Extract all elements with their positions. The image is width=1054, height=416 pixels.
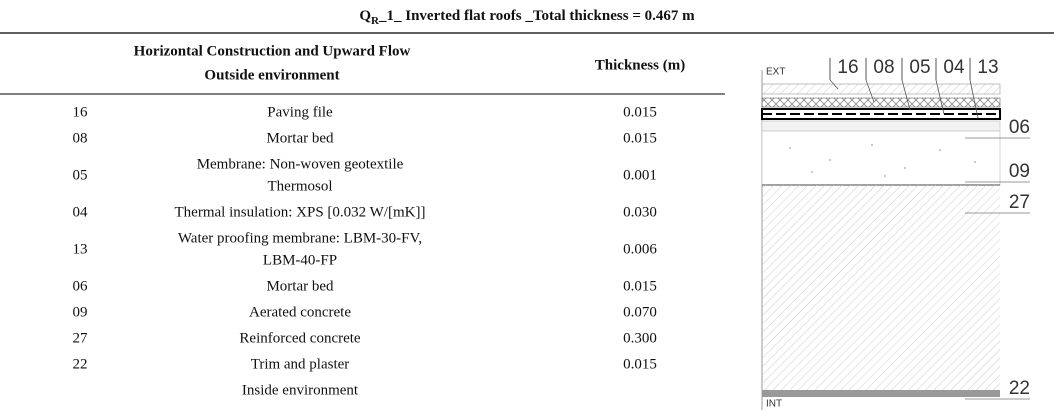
description: Reinforced concrete	[239, 330, 361, 346]
side-code: 09	[1009, 161, 1030, 182]
top-code: 08	[873, 57, 894, 78]
leader	[901, 79, 911, 111]
description: Mortar bed	[266, 130, 334, 146]
layer	[761, 83, 1001, 95]
code: 09	[73, 304, 88, 320]
description: Mortar bed	[266, 278, 334, 294]
code: 13	[73, 241, 88, 257]
leader	[829, 79, 839, 90]
layer	[761, 120, 1001, 132]
thickness: 0.015	[623, 356, 657, 372]
layer	[762, 185, 1000, 390]
column-header: Horizontal Construction and Upward Flow	[134, 43, 411, 59]
description: Membrane: Non-woven geotextile	[197, 156, 404, 172]
top-code: 16	[837, 57, 858, 78]
leader	[865, 79, 875, 103]
code: 04	[73, 204, 89, 220]
code: 16	[73, 104, 89, 120]
code: 22	[73, 356, 88, 372]
top-code: 04	[943, 57, 965, 78]
column-header: Thickness (m)	[595, 57, 685, 73]
layer	[762, 390, 1000, 397]
layer	[761, 130, 1001, 186]
description: Thermal insulation: XPS [0.032 W/[mK]]	[175, 204, 426, 220]
column-header: Outside environment	[204, 67, 339, 83]
thickness: 0.015	[623, 104, 657, 120]
thickness: 0.030	[623, 204, 657, 220]
side-code: 27	[1009, 192, 1030, 213]
description: Thermosol	[268, 178, 333, 194]
aggregate	[789, 144, 976, 177]
thickness: 0.001	[623, 167, 657, 183]
int-label: INT	[766, 399, 782, 410]
construction-drawing: EXT INT 16 08 05 04 13 06 09 27 22	[761, 57, 1030, 410]
ext-label: EXT	[766, 67, 785, 78]
description: LBM-40-FP	[263, 252, 337, 268]
codes: 16 08 05 04 13 06 09 27 22	[829, 57, 1030, 400]
footer: Inside environment	[242, 382, 359, 398]
side-code: 22	[1009, 378, 1030, 399]
table-body: 16 Paving file 0.015 08 Mortar bed 0.015 05 Mem…	[73, 104, 658, 398]
layer	[761, 97, 1001, 108]
thickness: 0.015	[623, 130, 657, 146]
thickness: 0.006	[623, 241, 657, 257]
top-code: 13	[977, 57, 998, 78]
code: 06	[73, 278, 89, 294]
top-code: 05	[909, 57, 930, 78]
code: 27	[73, 330, 89, 346]
thickness: 0.070	[623, 304, 657, 320]
description: Trim and plaster	[251, 356, 350, 372]
description: Aerated concrete	[249, 304, 351, 320]
side-code: 06	[1009, 117, 1030, 138]
code: 08	[73, 130, 88, 146]
code: 05	[73, 167, 88, 183]
title: QR_1_ Inverted flat roofs _Total thickne…	[359, 8, 695, 26]
title-sub: R	[371, 15, 380, 27]
title-main: Q	[359, 8, 371, 24]
description: Paving file	[267, 104, 333, 120]
thickness: 0.300	[623, 330, 657, 346]
title-rest: _1_ Inverted flat roofs _Total thickness…	[378, 8, 695, 24]
description: Water proofing membrane: LBM-30-FV,	[178, 230, 422, 246]
leader	[969, 79, 979, 119]
leader	[935, 79, 945, 115]
thickness: 0.015	[623, 278, 657, 294]
